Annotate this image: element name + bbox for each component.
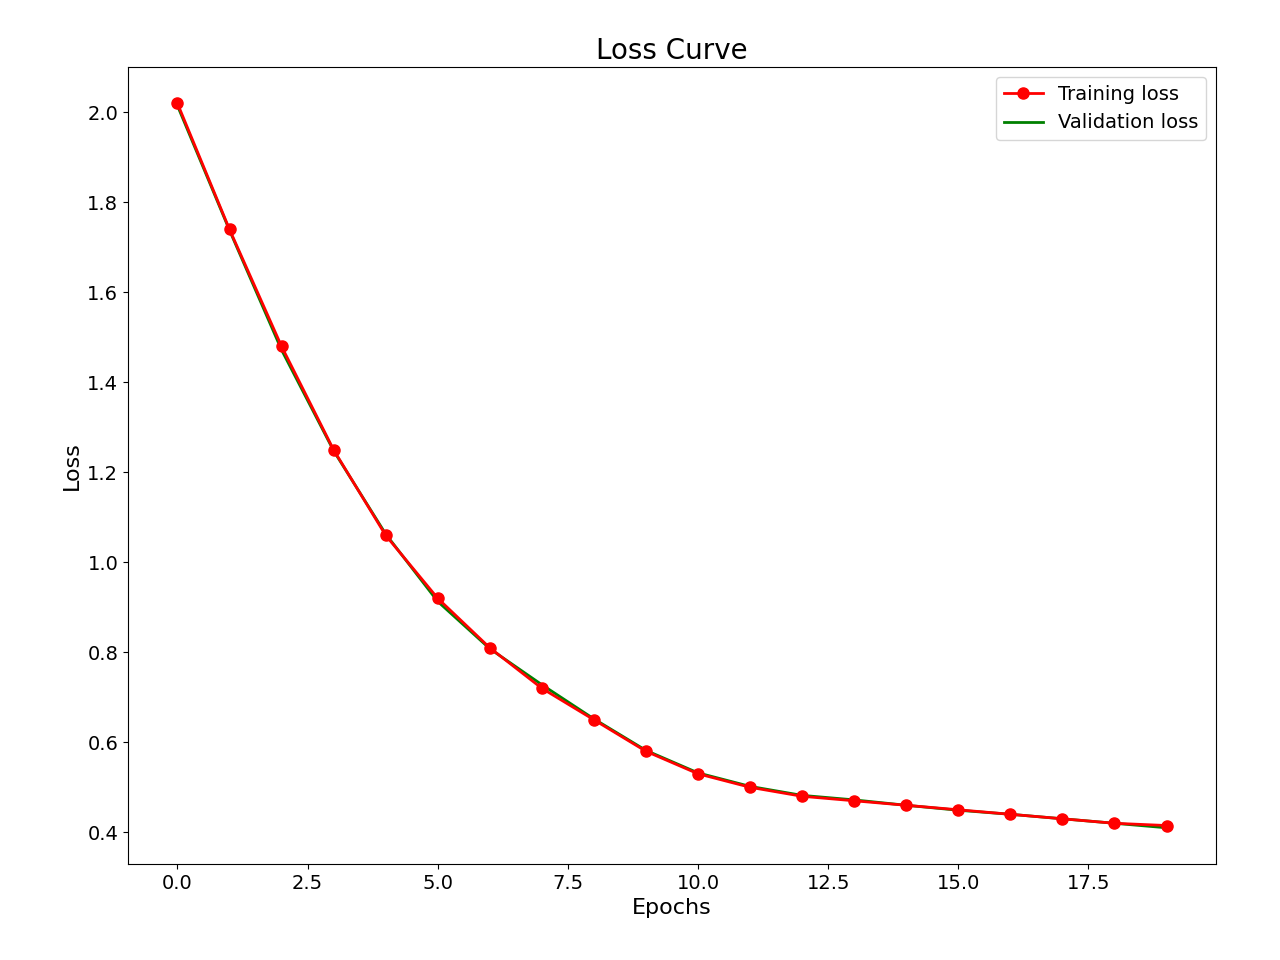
- Title: Loss Curve: Loss Curve: [596, 36, 748, 65]
- Line: Validation loss: Validation loss: [178, 106, 1166, 828]
- Training loss: [170, 98, 186, 109]
- Validation loss: [639, 745, 654, 756]
- Validation loss: [951, 804, 966, 816]
- Training loss: [326, 444, 342, 456]
- Validation loss: [170, 100, 186, 111]
- Validation loss: [483, 643, 498, 655]
- Training loss: [1002, 808, 1018, 820]
- Validation loss: [221, 225, 237, 236]
- Training loss: [690, 768, 705, 780]
- Validation loss: [430, 596, 445, 608]
- Validation loss: [586, 713, 602, 725]
- Training loss: [951, 804, 966, 816]
- Validation loss: [1002, 808, 1018, 820]
- Training loss: [639, 746, 654, 757]
- Validation loss: [1055, 813, 1070, 825]
- Validation loss: [690, 767, 705, 779]
- Training loss: [586, 714, 602, 726]
- Training loss: [795, 790, 810, 802]
- Validation loss: [534, 679, 549, 690]
- Validation loss: [1107, 818, 1123, 829]
- Validation loss: [742, 780, 758, 792]
- Training loss: [1158, 820, 1174, 831]
- Training loss: [1107, 818, 1123, 829]
- Validation loss: [274, 345, 289, 356]
- Legend: Training loss, Validation loss: Training loss, Validation loss: [996, 77, 1206, 140]
- Line: Training loss: Training loss: [172, 98, 1172, 831]
- Validation loss: [899, 800, 914, 811]
- Training loss: [274, 341, 289, 352]
- Training loss: [430, 592, 445, 604]
- Validation loss: [1158, 822, 1174, 833]
- Training loss: [742, 781, 758, 793]
- Training loss: [378, 530, 393, 541]
- Training loss: [1055, 813, 1070, 825]
- Validation loss: [378, 528, 393, 540]
- Training loss: [846, 795, 861, 806]
- Training loss: [899, 800, 914, 811]
- X-axis label: Epochs: Epochs: [632, 899, 712, 919]
- Training loss: [483, 642, 498, 654]
- Training loss: [221, 224, 237, 235]
- Validation loss: [846, 794, 861, 805]
- Validation loss: [326, 445, 342, 457]
- Validation loss: [795, 790, 810, 802]
- Y-axis label: Loss: Loss: [61, 442, 82, 490]
- Training loss: [534, 683, 549, 694]
